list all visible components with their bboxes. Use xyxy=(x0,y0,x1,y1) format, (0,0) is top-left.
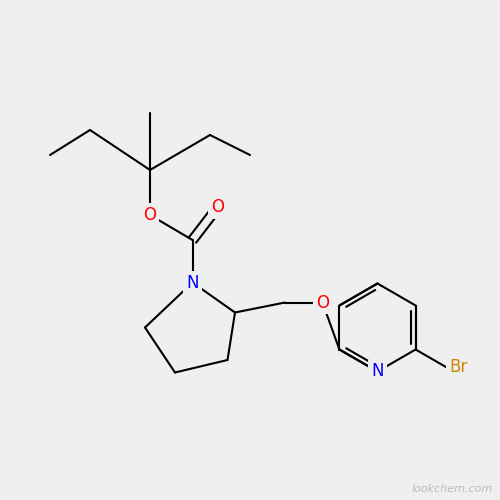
Text: O: O xyxy=(211,198,224,216)
Text: O: O xyxy=(144,206,156,224)
Text: O: O xyxy=(316,294,329,312)
Text: lookchem.com: lookchem.com xyxy=(411,484,492,494)
Text: N: N xyxy=(186,274,199,291)
Text: N: N xyxy=(371,362,384,380)
Text: Br: Br xyxy=(450,358,468,376)
